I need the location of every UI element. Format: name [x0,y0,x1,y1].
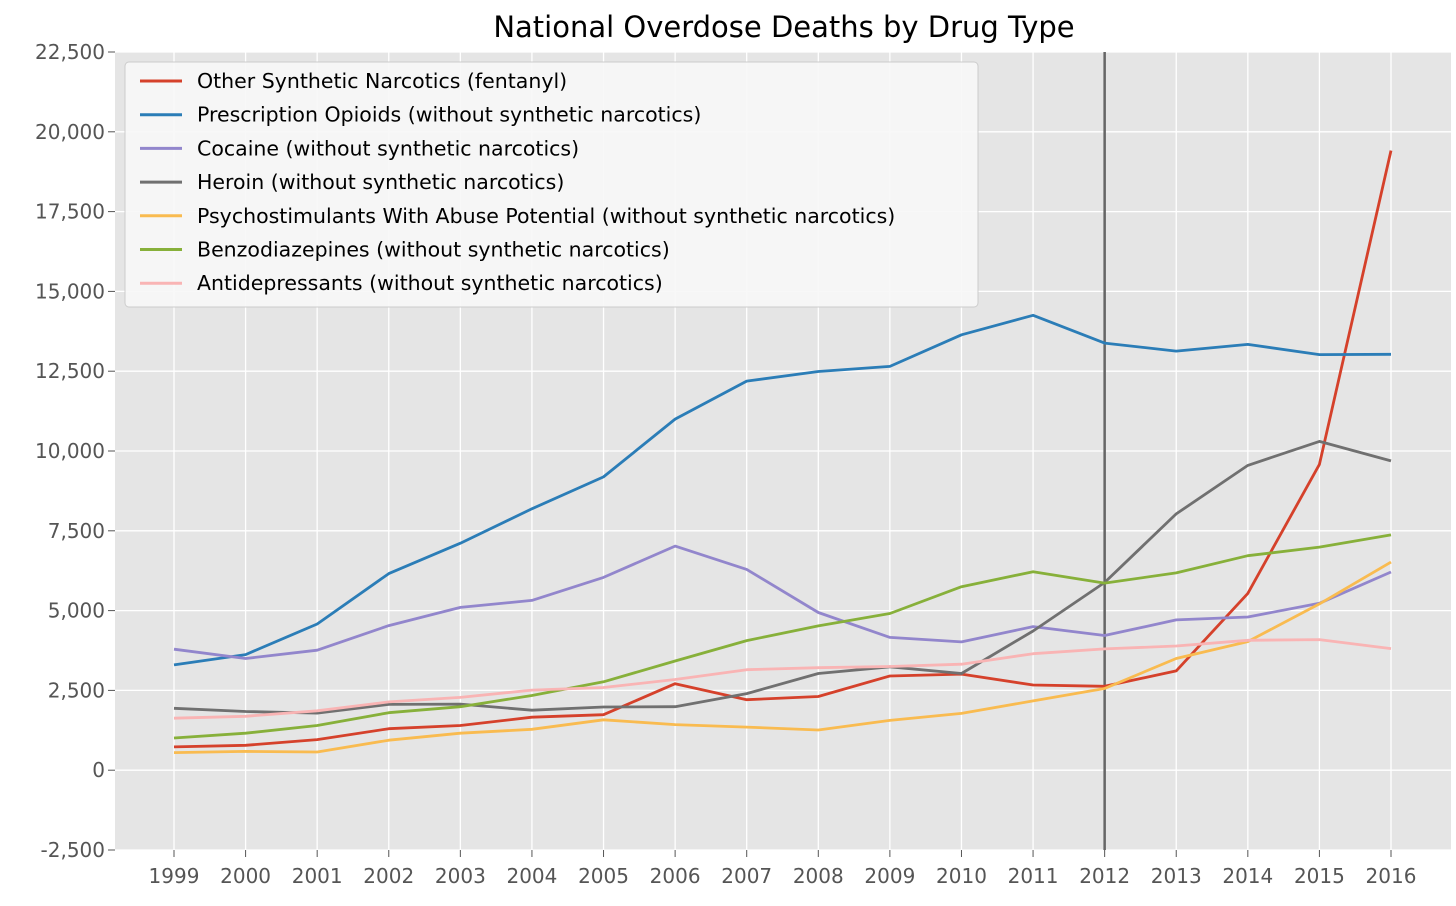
x-tick-label: 2008 [793,864,844,888]
y-tick-label: 15,000 [35,279,105,303]
y-tick-label: 22,500 [35,40,105,64]
series-line-1 [173,313,1392,667]
series-line-5 [173,533,1392,740]
x-tick-label: 2013 [1151,864,1202,888]
series-line-3 [173,439,1392,715]
y-tick-label: 5,000 [48,599,105,623]
x-tick-label: 2000 [220,864,271,888]
x-tick-label: 2011 [1008,864,1059,888]
legend-label: Heroin (without synthetic narcotics) [197,170,564,194]
legend: Other Synthetic Narcotics (fentanyl) Pres… [124,61,979,308]
legend-label: Prescription Opioids (without synthetic … [197,103,701,127]
series-lines [173,150,1393,754]
legend-box [124,61,979,308]
legend-label: Antidepressants (without synthetic narco… [197,271,663,295]
chart-title: National Overdose Deaths by Drug Type [493,10,1074,44]
x-tick-label: 2010 [936,864,987,888]
y-axis-ticks: -2,500 0 2,500 5,000 7,500 10,000 12,500 15,000… [35,40,115,862]
series-line-0 [173,150,1393,749]
x-tick-label: 2002 [363,864,414,888]
y-tick-label: 20,000 [35,120,105,144]
y-tick-label: 17,500 [35,200,105,224]
x-tick-label: 2016 [1366,864,1417,888]
x-tick-label: 2015 [1294,864,1345,888]
legend-label: Cocaine (without synthetic narcotics) [197,136,579,160]
y-tick-label: 0 [92,758,105,782]
x-tick-label: 2005 [578,864,629,888]
x-tick-label: 2009 [864,864,915,888]
y-tick-label: 7,500 [48,519,105,543]
legend-label: Other Synthetic Narcotics (fentanyl) [197,69,567,93]
y-tick-label: 12,500 [35,359,105,383]
x-tick-label: 2006 [650,864,701,888]
x-tick-label: 2003 [435,864,486,888]
y-tick-label: 10,000 [35,439,105,463]
x-axis-ticks: 1999 2000 2001 2002 2003 2004 2005 2006 2007 2008… [149,850,1417,888]
legend-label: Benzodiazepines (without synthetic narco… [197,238,670,262]
x-tick-label: 2014 [1222,864,1273,888]
series-line-2 [173,544,1392,660]
x-tick-label: 2004 [506,864,557,888]
y-tick-label: -2,500 [41,838,105,862]
series-line-4 [173,560,1392,754]
legend-label: Psychostimulants With Abuse Potential (w… [197,204,895,228]
x-tick-label: 2007 [721,864,772,888]
y-tick-label: 2,500 [48,678,105,702]
x-tick-label: 2012 [1079,864,1130,888]
x-tick-label: 2001 [292,864,343,888]
x-tick-label: 1999 [149,864,200,888]
series-line-6 [173,638,1392,720]
